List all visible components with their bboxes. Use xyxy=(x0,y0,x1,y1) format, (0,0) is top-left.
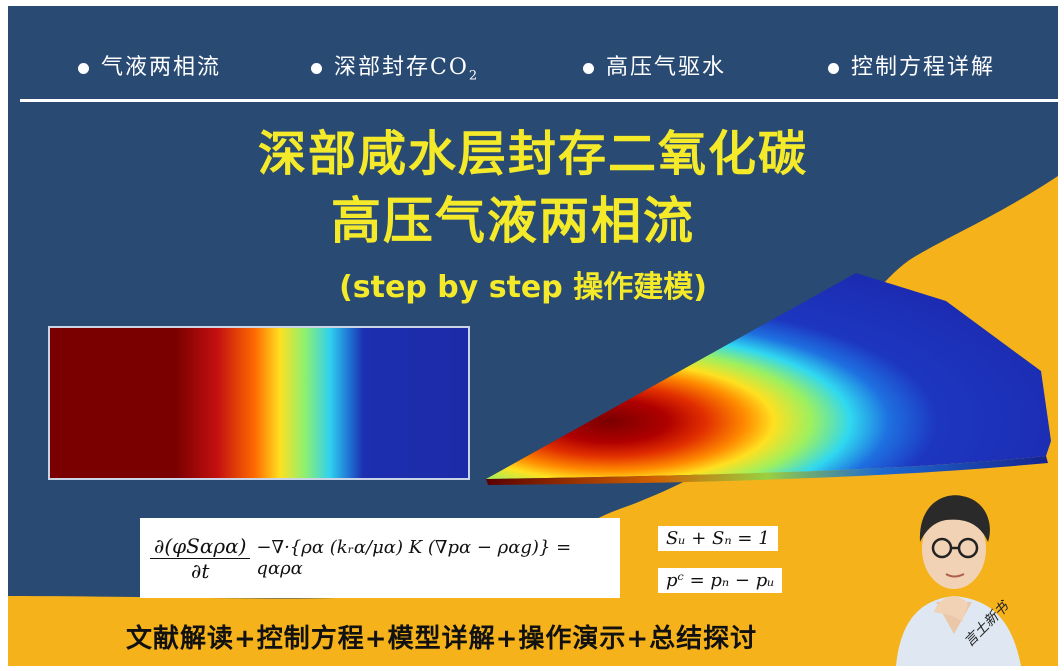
topic-tag: 深部封存CO2 xyxy=(311,48,479,96)
bullet-icon xyxy=(311,62,322,74)
presenter-avatar xyxy=(896,495,1021,666)
topic-tag-bar: 气液两相流 深部封存CO2 高压气驱水 控制方程详解 xyxy=(8,48,1058,88)
bullet-icon xyxy=(828,62,839,74)
main-title-line2: 高压气液两相流 xyxy=(331,192,695,250)
governing-equation: ∂(φSαρα) ∂t −∇·{ρα (kᵣα/μα) K (∇pα − ραg… xyxy=(140,518,620,598)
fraction-denominator: ∂t xyxy=(191,558,210,583)
equation-body: −∇·{ρα (kᵣα/μα) K (∇pα − ραg)} = qαρα xyxy=(256,537,572,579)
thumbnail-frame: 气液两相流 深部封存CO2 高压气驱水 控制方程详解 深部咸水层封存二氧化碳 高… xyxy=(8,6,1058,666)
saturation-map-2d xyxy=(48,326,470,480)
main-title: 深部咸水层封存二氧化碳 xyxy=(257,126,808,182)
capillary-equation: pᶜ = pₙ − pᵤ xyxy=(658,568,783,593)
topic-tag: 控制方程详解 xyxy=(828,48,995,88)
saturation-wedge-3d xyxy=(486,273,1051,485)
fraction-numerator: ∂(φSαρα) xyxy=(150,534,251,559)
bullet-icon xyxy=(78,62,89,74)
saturation-equation: Sᵤ + Sₙ = 1 xyxy=(658,526,778,551)
bottom-caption: 文献解读+控制方程+模型详解+操作演示+总结探讨 xyxy=(126,624,758,654)
topic-tag: 气液两相流 xyxy=(78,48,221,88)
subtitle: (step by step 操作建模) xyxy=(339,270,707,305)
bullet-icon xyxy=(583,62,594,74)
equation-fraction: ∂(φSαρα) ∂t xyxy=(150,534,251,583)
yellow-wave-shape xyxy=(8,176,1058,666)
divider xyxy=(20,99,1058,102)
topic-tag: 高压气驱水 xyxy=(583,48,726,88)
